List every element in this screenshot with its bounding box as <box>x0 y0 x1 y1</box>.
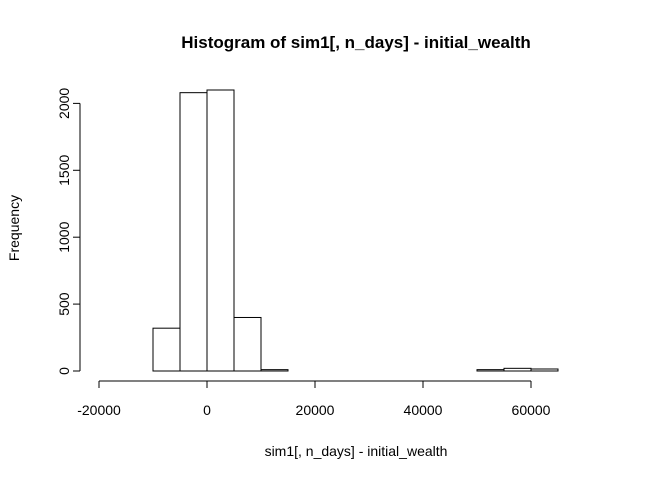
y-tick-label: 0 <box>56 367 72 375</box>
x-tick-label: -20000 <box>77 402 121 418</box>
x-axis-label: sim1[, n_days] - initial_wealth <box>265 443 448 459</box>
x-tick-label: 20000 <box>296 402 335 418</box>
y-axis: 0 500 1000 1500 2000 <box>56 88 81 375</box>
histogram-bar <box>530 368 559 372</box>
histogram-bar <box>152 327 181 372</box>
x-tick-label: 60000 <box>512 402 551 418</box>
x-tick-label: 0 <box>203 402 211 418</box>
histogram-bar <box>179 92 208 372</box>
histogram-bar <box>233 316 262 372</box>
histogram-bar <box>260 369 289 372</box>
x-axis: -20000 0 20000 40000 60000 <box>77 380 551 418</box>
y-axis-label: Frequency <box>6 195 22 261</box>
y-tick-label: 1000 <box>56 221 72 252</box>
histogram-bar <box>206 89 235 372</box>
x-tick-label: 40000 <box>404 402 443 418</box>
histogram-bars <box>152 89 559 372</box>
histogram-bar <box>476 369 505 372</box>
y-tick-label: 2000 <box>56 88 72 119</box>
chart-title: Histogram of sim1[, n_days] - initial_we… <box>181 33 531 52</box>
y-tick-label: 1500 <box>56 155 72 186</box>
y-tick-label: 500 <box>56 292 72 316</box>
histogram-bar <box>503 367 532 372</box>
